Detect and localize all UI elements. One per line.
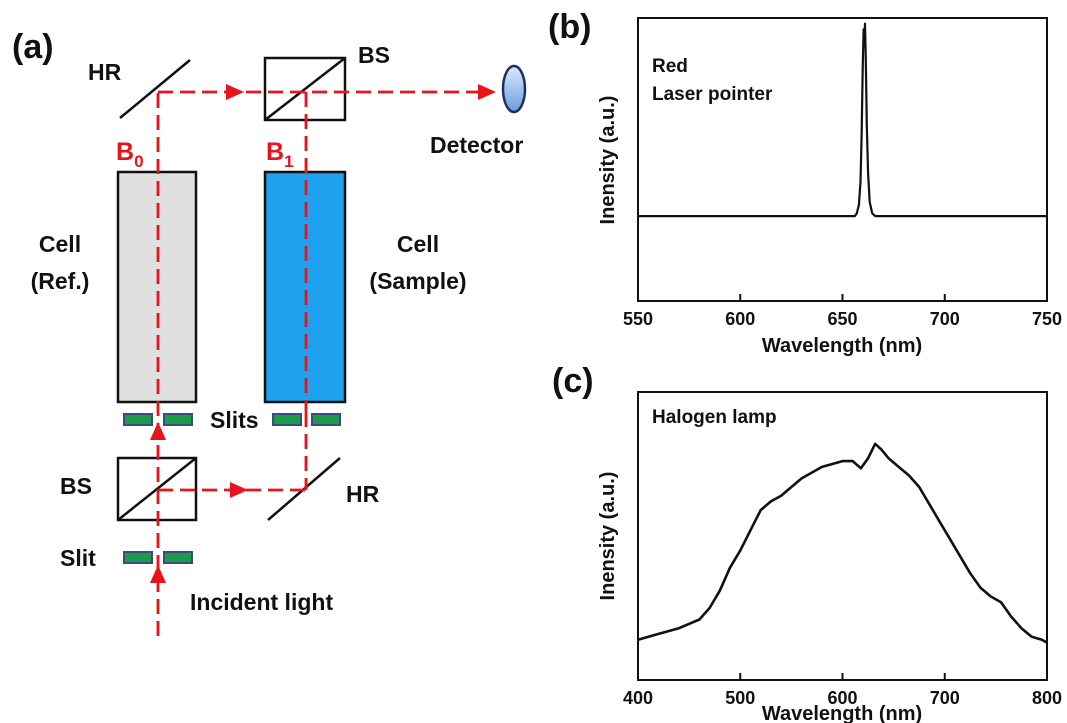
x-tick-label: 650 (827, 309, 857, 329)
panel-a-diagram: (a) (12, 28, 527, 636)
label-hr-top: HR (88, 59, 122, 85)
arrow-detector (478, 84, 496, 100)
x-ticks-b: 550 600 650 700 750 (623, 294, 1062, 329)
annotation-red: Red (652, 56, 688, 77)
panel-b-chart: (b) 550 600 650 700 750 Red Laser pointer Wa… (548, 8, 1062, 357)
y-axis-title-b: Inensity (a.u.) (597, 96, 619, 225)
x-axis-title-b: Wavelength (nm) (762, 335, 922, 357)
slit-ref-right (163, 413, 193, 426)
annotation-halogen-lamp: Halogen lamp (652, 407, 777, 428)
annotation-laser-pointer: Laser pointer (652, 84, 773, 105)
label-beam-ref: B0 (116, 138, 144, 171)
slit-sample-right (311, 413, 341, 426)
label-bs-bottom: BS (60, 473, 92, 499)
spectrum-line-laser (638, 22, 1047, 218)
x-axis-title-c: Wavelength (nm) (762, 703, 922, 723)
label-hr-bottom: HR (346, 481, 380, 507)
slit-input-left (123, 551, 153, 564)
label-cell-ref-1: Cell (39, 231, 81, 257)
plot-frame-c (637, 391, 1048, 681)
plot-frame-b (637, 17, 1048, 302)
label-detector: Detector (430, 132, 523, 158)
spectrum-line-halogen (637, 442, 1048, 644)
arrow-up-slits (150, 422, 166, 440)
label-bs-top: BS (358, 42, 390, 68)
slit-ref-left (123, 413, 153, 426)
x-tick-label: 700 (930, 309, 960, 329)
arrow-top-right (226, 84, 244, 100)
detector-icon (501, 64, 527, 114)
mirror-top (119, 59, 191, 119)
label-cell-sample-1: Cell (397, 231, 439, 257)
x-tick-label: 550 (623, 309, 653, 329)
beam-splitter-top (263, 56, 347, 122)
x-tick-label: 400 (623, 688, 653, 708)
label-incident-light: Incident light (190, 589, 333, 615)
y-axis-title-c: Inensity (a.u.) (597, 472, 619, 601)
arrow-bottom-right (230, 482, 248, 498)
label-beam-sample: B1 (266, 138, 294, 171)
panel-label-a: (a) (12, 28, 54, 66)
beam-arrows (150, 84, 496, 583)
arrow-up-input (150, 565, 166, 583)
label-slit: Slit (60, 545, 96, 571)
x-tick-label: 800 (1032, 688, 1062, 708)
label-slits: Slits (210, 407, 259, 433)
panel-c-chart: (c) 400 500 600 700 800 Halogen lamp Wavelen… (552, 362, 1062, 723)
label-cell-ref-2: (Ref.) (31, 268, 90, 294)
slit-input-right (163, 551, 193, 564)
x-ticks-c: 400 500 600 700 800 (623, 673, 1062, 708)
x-tick-label: 600 (725, 309, 755, 329)
panel-label-b: (b) (548, 8, 591, 46)
x-tick-label: 700 (930, 688, 960, 708)
x-tick-label: 500 (725, 688, 755, 708)
slit-sample-left (272, 413, 302, 426)
x-tick-label: 750 (1032, 309, 1062, 329)
label-cell-sample-2: (Sample) (369, 268, 466, 294)
panel-label-c: (c) (552, 362, 594, 400)
x-tick-label: 600 (827, 688, 857, 708)
